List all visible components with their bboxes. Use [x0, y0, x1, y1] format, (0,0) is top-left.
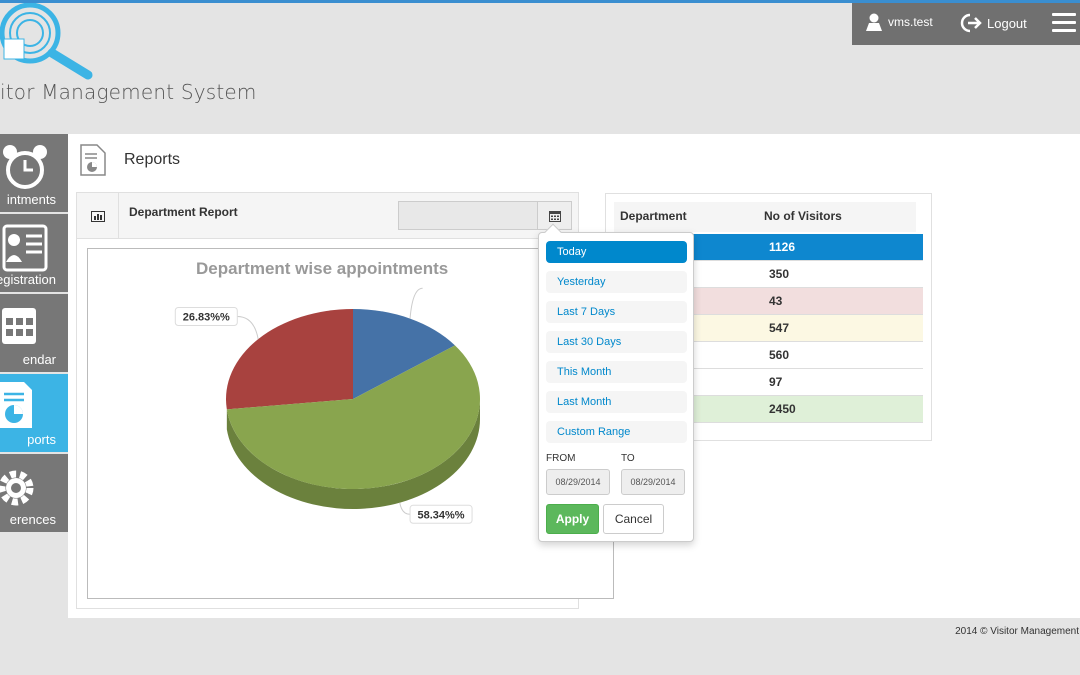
from-date-input[interactable]: 08/29/2014 — [546, 469, 610, 495]
visitor-count: 350 — [769, 267, 790, 281]
pie-label-connector — [409, 287, 423, 319]
report-icon — [0, 382, 32, 428]
column-header-department: Department — [620, 209, 687, 223]
pie-data-label: 58.34%% — [418, 509, 465, 521]
app-logo: itor Management System — [0, 3, 256, 123]
pie-label-connector — [237, 316, 259, 340]
sidebar-item-calendar[interactable]: endar — [0, 294, 68, 374]
date-range-picker: Today Yesterday Last 7 Days Last 30 Days… — [538, 223, 694, 542]
pie-slice[interactable] — [353, 309, 455, 399]
report-document-icon — [80, 144, 106, 176]
logout-label: Logout — [987, 15, 1027, 31]
sidebar-item-label: ports — [27, 432, 56, 447]
table-row[interactable]: 560 — [614, 342, 923, 369]
footer-copyright: 2014 © Visitor Management — [955, 626, 1079, 637]
pie-data-label: 26.83%% — [183, 312, 230, 324]
pie-slice-side — [226, 399, 480, 509]
sidebar-item-registration[interactable]: egistration — [0, 214, 68, 294]
sidebar-item-appointments[interactable]: intments — [0, 134, 68, 214]
sidebar-item-label: erences — [9, 512, 56, 527]
page-title: Reports — [124, 151, 181, 168]
table-row[interactable]: 350 — [614, 261, 923, 288]
visitor-count: 43 — [769, 294, 783, 308]
magnifier-logo-icon — [0, 3, 93, 80]
visitor-count: 97 — [769, 375, 783, 389]
department-report-panel: Department Report Department wise appoin… — [76, 192, 614, 609]
main-content: Reports Department Report — [68, 134, 1080, 618]
range-option-last-7-days[interactable]: Last 7 Days — [546, 301, 687, 323]
to-label: TO — [621, 453, 635, 464]
to-date-input[interactable]: 08/29/2014 — [621, 469, 685, 495]
range-option-last-30-days[interactable]: Last 30 Days — [546, 331, 687, 353]
gear-icon — [0, 470, 34, 506]
alarm-clock-icon — [3, 145, 47, 189]
visitor-count: 1126 — [769, 240, 796, 254]
report-panel-header: Department Report — [77, 193, 578, 239]
username: vms.test — [888, 15, 933, 29]
range-option-this-month[interactable]: This Month — [546, 361, 687, 383]
report-panel-title: Department Report — [129, 205, 238, 219]
pie-slice[interactable] — [226, 309, 353, 410]
from-label: FROM — [546, 453, 576, 464]
pie-label-connector — [399, 502, 411, 515]
date-range-input[interactable] — [398, 201, 538, 230]
hamburger-menu-icon[interactable] — [1052, 13, 1076, 35]
chart-title: Department wise appointments — [196, 259, 449, 278]
range-option-yesterday[interactable]: Yesterday — [546, 271, 687, 293]
id-card-icon — [2, 224, 48, 272]
column-header-visitors: No of Visitors — [764, 209, 842, 223]
page-header: Reports — [80, 142, 180, 178]
sidebar-nav: intments egistration endar — [0, 134, 68, 534]
user-menu[interactable]: vms.test — [866, 11, 933, 33]
cancel-button[interactable]: Cancel — [603, 504, 664, 534]
visitor-count: 2450 — [769, 402, 796, 416]
calendar-icon — [548, 210, 561, 222]
table-row[interactable]: 97 — [614, 369, 923, 396]
pie-label-box — [409, 504, 473, 524]
range-option-last-month[interactable]: Last Month — [546, 391, 687, 413]
range-option-custom-range[interactable]: Custom Range — [546, 421, 687, 443]
table-header: Department No of Visitors — [614, 202, 916, 232]
sidebar-item-label: egistration — [0, 272, 56, 287]
pie-slice[interactable] — [226, 345, 480, 489]
range-option-today[interactable]: Today — [546, 241, 687, 263]
logout-button[interactable]: Logout — [960, 11, 1027, 35]
visitor-count: 560 — [769, 348, 790, 362]
bar-chart-icon — [77, 193, 119, 239]
sidebar-item-label: endar — [22, 352, 56, 367]
visitor-count: 547 — [769, 321, 790, 335]
sidebar-item-preferences[interactable]: erences — [0, 454, 68, 534]
user-icon — [866, 13, 882, 31]
app-name: itor Management System — [0, 80, 257, 104]
top-accent-stripe — [0, 0, 1080, 3]
sidebar-item-reports[interactable]: ports — [0, 374, 68, 454]
apply-button[interactable]: Apply — [546, 504, 599, 534]
logout-icon — [960, 13, 982, 33]
pie-label-box — [174, 307, 238, 327]
top-user-bar: vms.test Logout — [852, 3, 1080, 45]
pie-chart: 26.83%% 58.34%% — [174, 287, 480, 524]
pie-chart-container: Department wise appointments 26.83%% 58.3… — [87, 248, 614, 599]
calendar-icon — [2, 308, 36, 344]
sidebar-item-label: intments — [6, 192, 56, 207]
